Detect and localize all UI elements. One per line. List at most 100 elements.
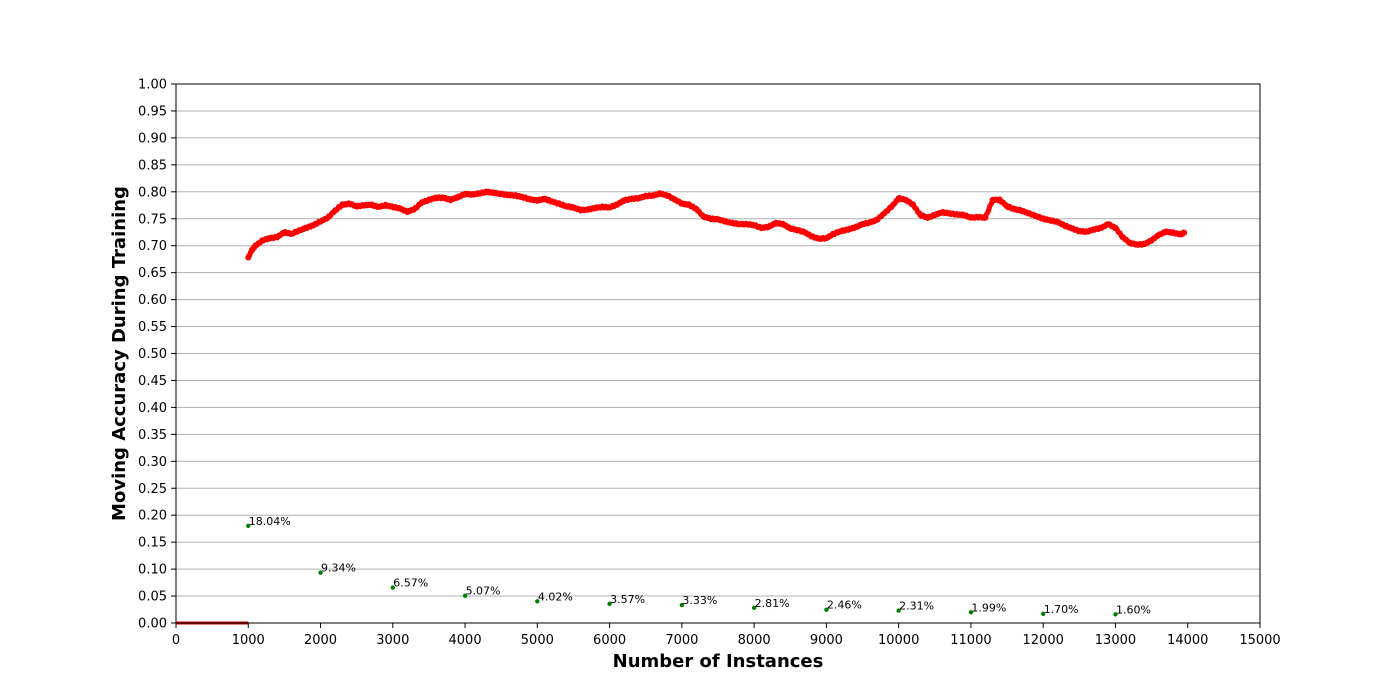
- accuracy-point: [331, 207, 338, 214]
- accuracy-point: [606, 204, 613, 211]
- y-tick-label: 0.55: [138, 320, 167, 335]
- accuracy-point: [736, 221, 743, 228]
- grid-lines: [176, 83, 1260, 624]
- accuracy-point: [613, 201, 620, 208]
- accuracy-point: [845, 226, 852, 233]
- accuracy-point: [498, 190, 505, 197]
- accuracy-point: [490, 189, 497, 196]
- x-tick-label: 5000: [521, 633, 554, 648]
- accuracy-point: [1040, 215, 1047, 222]
- accuracy-point: [1112, 224, 1119, 231]
- accuracy-point: [563, 203, 570, 210]
- x-tick-label: 1000: [232, 633, 265, 648]
- accuracy-point: [411, 206, 418, 213]
- x-tick-label: 11000: [950, 633, 991, 648]
- y-tick-label: 0.60: [138, 293, 167, 308]
- accuracy-point: [823, 235, 830, 242]
- x-tick-label: 15000: [1239, 633, 1280, 648]
- accuracy-point: [960, 211, 967, 218]
- accuracy-point: [1170, 229, 1177, 236]
- accuracy-point: [794, 227, 801, 234]
- accuracy-point: [1163, 228, 1170, 235]
- y-tick-label: 0.20: [138, 509, 167, 524]
- y-axis-label: Moving Accuracy During Training: [109, 186, 130, 521]
- accuracy-point: [729, 220, 736, 227]
- accuracy-point: [248, 247, 255, 254]
- accuracy-point: [259, 237, 266, 244]
- annotation-point: [390, 585, 395, 590]
- accuracy-point: [360, 202, 367, 209]
- accuracy-point: [657, 190, 664, 197]
- y-tick-label: 0.15: [138, 536, 167, 551]
- accuracy-point: [772, 220, 779, 227]
- accuracy-point: [556, 200, 563, 207]
- accuracy-point: [873, 216, 880, 223]
- y-tick-label: 0.25: [138, 482, 167, 497]
- accuracy-point: [1141, 241, 1148, 248]
- x-tick-label: 6000: [593, 633, 626, 648]
- annotation-point: [607, 601, 612, 606]
- y-tick-label: 0.90: [138, 131, 167, 146]
- accuracy-point: [433, 194, 440, 201]
- y-tick-label: 0.45: [138, 374, 167, 389]
- annotation-point: [751, 605, 757, 611]
- accuracy-point: [281, 229, 288, 236]
- annotation-point: [1113, 612, 1118, 617]
- annotation-label: 2.81%: [755, 597, 790, 610]
- accuracy-point: [483, 188, 490, 195]
- accuracy-point: [780, 221, 787, 228]
- accuracy-point: [715, 216, 721, 223]
- accuracy-point: [700, 213, 707, 220]
- accuracy-point: [707, 215, 714, 222]
- accuracy-point: [592, 204, 599, 211]
- x-tick-label: 10000: [878, 633, 919, 648]
- annotation-label: 6.57%: [393, 577, 428, 590]
- accuracy-point: [816, 235, 823, 242]
- annotation-label: 2.46%: [827, 599, 862, 612]
- annotation-point: [246, 523, 251, 528]
- annotation-label: 3.33%: [682, 594, 717, 607]
- accuracy-point: [1054, 218, 1061, 225]
- annotation-label: 2.31%: [899, 600, 934, 613]
- accuracy-point: [418, 199, 425, 206]
- accuracy-point: [303, 224, 310, 231]
- accuracy-point: [389, 203, 396, 210]
- accuracy-point: [245, 254, 252, 261]
- accuracy-point: [1148, 237, 1155, 244]
- accuracy-point: [324, 214, 331, 221]
- accuracy-point: [649, 192, 656, 199]
- annotation-label: 9.34%: [321, 562, 356, 575]
- annotation-point: [968, 610, 974, 615]
- annotation-point: [679, 602, 685, 608]
- accuracy-point: [1004, 203, 1011, 210]
- accuracy-point: [693, 206, 700, 213]
- annotation-label: 5.07%: [466, 585, 501, 598]
- accuracy-point: [989, 196, 996, 203]
- x-axis-label: Number of Instances: [613, 651, 824, 672]
- y-tick-label: 0.75: [138, 212, 167, 227]
- annotation-label: 1.99%: [971, 601, 1006, 614]
- annotation-point: [896, 608, 901, 613]
- y-tick-label: 0.70: [138, 239, 167, 254]
- accuracy-point: [310, 222, 317, 229]
- accuracy-point: [512, 192, 519, 199]
- accuracy-point: [519, 194, 526, 201]
- accuracy-point: [317, 218, 324, 225]
- accuracy-line: [245, 188, 1187, 261]
- accuracy-point: [548, 198, 555, 205]
- accuracy-point: [599, 203, 606, 210]
- accuracy-point: [1090, 226, 1097, 233]
- accuracy-point: [621, 197, 628, 204]
- accuracy-point: [801, 229, 808, 236]
- accuracy-point: [1069, 225, 1076, 232]
- x-axis-ticks: 0 1000 2000 3000 4000 5000 6000 7000 8000 9000 100…: [172, 623, 1281, 648]
- accuracy-point: [678, 200, 685, 207]
- accuracy-point: [527, 196, 534, 203]
- accuracy-point: [837, 228, 844, 235]
- accuracy-point: [996, 196, 1003, 203]
- accuracy-point: [404, 208, 411, 215]
- y-tick-label: 0.40: [138, 401, 167, 416]
- accuracy-point: [570, 204, 577, 211]
- accuracy-point: [931, 211, 938, 218]
